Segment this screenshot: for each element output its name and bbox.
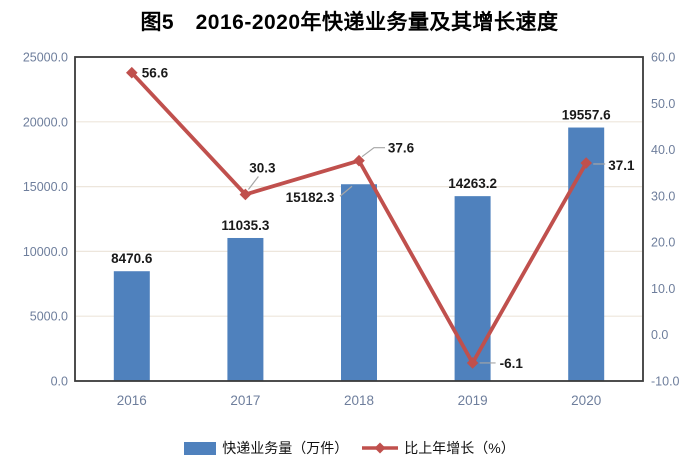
legend-diamond-marker bbox=[374, 442, 386, 454]
right-axis-tick-label: 40.0 bbox=[651, 143, 675, 157]
plot-border bbox=[74, 56, 644, 382]
bar-data-label: 19557.6 bbox=[562, 108, 611, 123]
x-axis-category-label: 2020 bbox=[571, 393, 601, 408]
x-axis-category-label: 2018 bbox=[344, 393, 374, 408]
bar-data-label: 8470.6 bbox=[111, 251, 153, 266]
bar-2016 bbox=[113, 271, 150, 381]
line-data-label: 30.3 bbox=[249, 160, 276, 175]
line-point-2016 bbox=[126, 66, 138, 79]
left-axis-tick-label: 0.0 bbox=[51, 375, 68, 389]
line-data-label: 37.6 bbox=[388, 141, 415, 156]
legend-item-bar-series: 快递业务量（万件） bbox=[184, 438, 348, 458]
line-point-2017 bbox=[239, 188, 252, 201]
line-data-label: -6.1 bbox=[500, 356, 524, 371]
right-axis-tick-label: 20.0 bbox=[651, 236, 675, 250]
legend-line-label: 比上年增长（%） bbox=[404, 440, 515, 456]
line-point-2020 bbox=[580, 157, 592, 169]
label-leader-line bbox=[247, 176, 259, 190]
right-axis-tick-label: 50.0 bbox=[651, 97, 675, 111]
right-axis-tick-label: -10.0 bbox=[651, 375, 680, 389]
right-axis-tick-label: 60.0 bbox=[651, 51, 675, 65]
x-axis-category-label: 2019 bbox=[458, 393, 488, 408]
bar-2020 bbox=[568, 127, 605, 381]
right-axis-tick-label: 30.0 bbox=[651, 189, 675, 203]
right-axis-tick-label: 0.0 bbox=[651, 328, 668, 342]
bar-data-label: 11035.3 bbox=[221, 218, 270, 233]
x-axis-category-label: 2016 bbox=[117, 393, 147, 408]
label-leader-line bbox=[339, 185, 353, 197]
right-axis-tick-label: 10.0 bbox=[651, 282, 675, 296]
left-axis-tick-label: 25000.0 bbox=[23, 51, 68, 65]
left-axis-tick-label: 10000.0 bbox=[23, 245, 68, 259]
bar-data-label: 14263.2 bbox=[448, 176, 497, 191]
chart-title: 图5 2016-2020年快递业务量及其增长速度 bbox=[140, 11, 559, 34]
legend-item-line-series: 比上年增长（%） bbox=[362, 438, 515, 458]
line-point-2019 bbox=[466, 357, 479, 369]
line-data-label: 56.6 bbox=[142, 66, 169, 81]
line-data-label: 37.1 bbox=[608, 158, 635, 173]
left-axis-tick-label: 20000.0 bbox=[23, 115, 68, 129]
bar-2017 bbox=[227, 237, 264, 381]
bar-2019 bbox=[454, 196, 491, 381]
legend-bar-label: 快递业务量（万件） bbox=[222, 440, 349, 456]
bar-data-label: 15182.3 bbox=[286, 190, 335, 205]
legend-bar-swatch bbox=[184, 441, 217, 455]
label-leader-line bbox=[361, 147, 385, 158]
left-axis-tick-label: 5000.0 bbox=[30, 310, 68, 324]
line-point-2018 bbox=[353, 154, 365, 167]
bar-2018 bbox=[341, 184, 377, 381]
chart-legend: 快递业务量（万件） 比上年增长（%） bbox=[0, 438, 699, 458]
x-axis-category-label: 2017 bbox=[230, 393, 260, 408]
legend-line-marker-icon bbox=[362, 442, 399, 454]
left-axis-tick-label: 15000.0 bbox=[23, 180, 68, 194]
